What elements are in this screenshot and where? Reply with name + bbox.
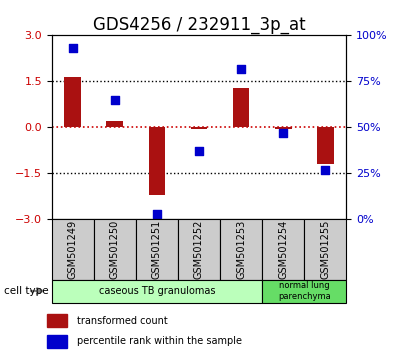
Bar: [178, 219, 220, 280]
Text: normal lung
parenchyma: normal lung parenchyma: [278, 281, 331, 301]
Bar: [52, 219, 94, 280]
Bar: [304, 219, 346, 280]
Point: [322, 167, 328, 173]
Text: GSM501255: GSM501255: [320, 220, 330, 279]
Bar: [136, 219, 178, 280]
Point: [280, 130, 286, 136]
Text: GSM501252: GSM501252: [194, 220, 204, 279]
Point: [154, 211, 160, 217]
Bar: [64, 77, 81, 127]
Bar: [275, 127, 292, 129]
Text: GSM501251: GSM501251: [152, 220, 162, 279]
Text: transformed count: transformed count: [77, 316, 168, 326]
Bar: [47, 314, 67, 327]
Point: [112, 97, 118, 103]
Text: GSM501250: GSM501250: [110, 220, 120, 279]
Text: caseous TB granulomas: caseous TB granulomas: [99, 286, 215, 296]
Bar: [52, 280, 262, 303]
Bar: [191, 127, 207, 129]
Text: cell type: cell type: [4, 286, 49, 296]
Point: [70, 45, 76, 51]
Bar: [148, 127, 165, 195]
Bar: [220, 219, 262, 280]
Bar: [317, 127, 334, 164]
Bar: [94, 219, 136, 280]
Bar: [262, 280, 346, 303]
Point: [238, 66, 244, 72]
Point: [196, 149, 202, 154]
Bar: [47, 335, 67, 348]
Bar: [233, 87, 250, 127]
Bar: [262, 219, 304, 280]
Title: GDS4256 / 232911_3p_at: GDS4256 / 232911_3p_at: [93, 16, 305, 34]
Bar: [106, 121, 123, 127]
Text: percentile rank within the sample: percentile rank within the sample: [77, 336, 242, 346]
Text: GSM501253: GSM501253: [236, 220, 246, 279]
Text: GSM501254: GSM501254: [278, 220, 288, 279]
Text: GSM501249: GSM501249: [68, 220, 78, 279]
